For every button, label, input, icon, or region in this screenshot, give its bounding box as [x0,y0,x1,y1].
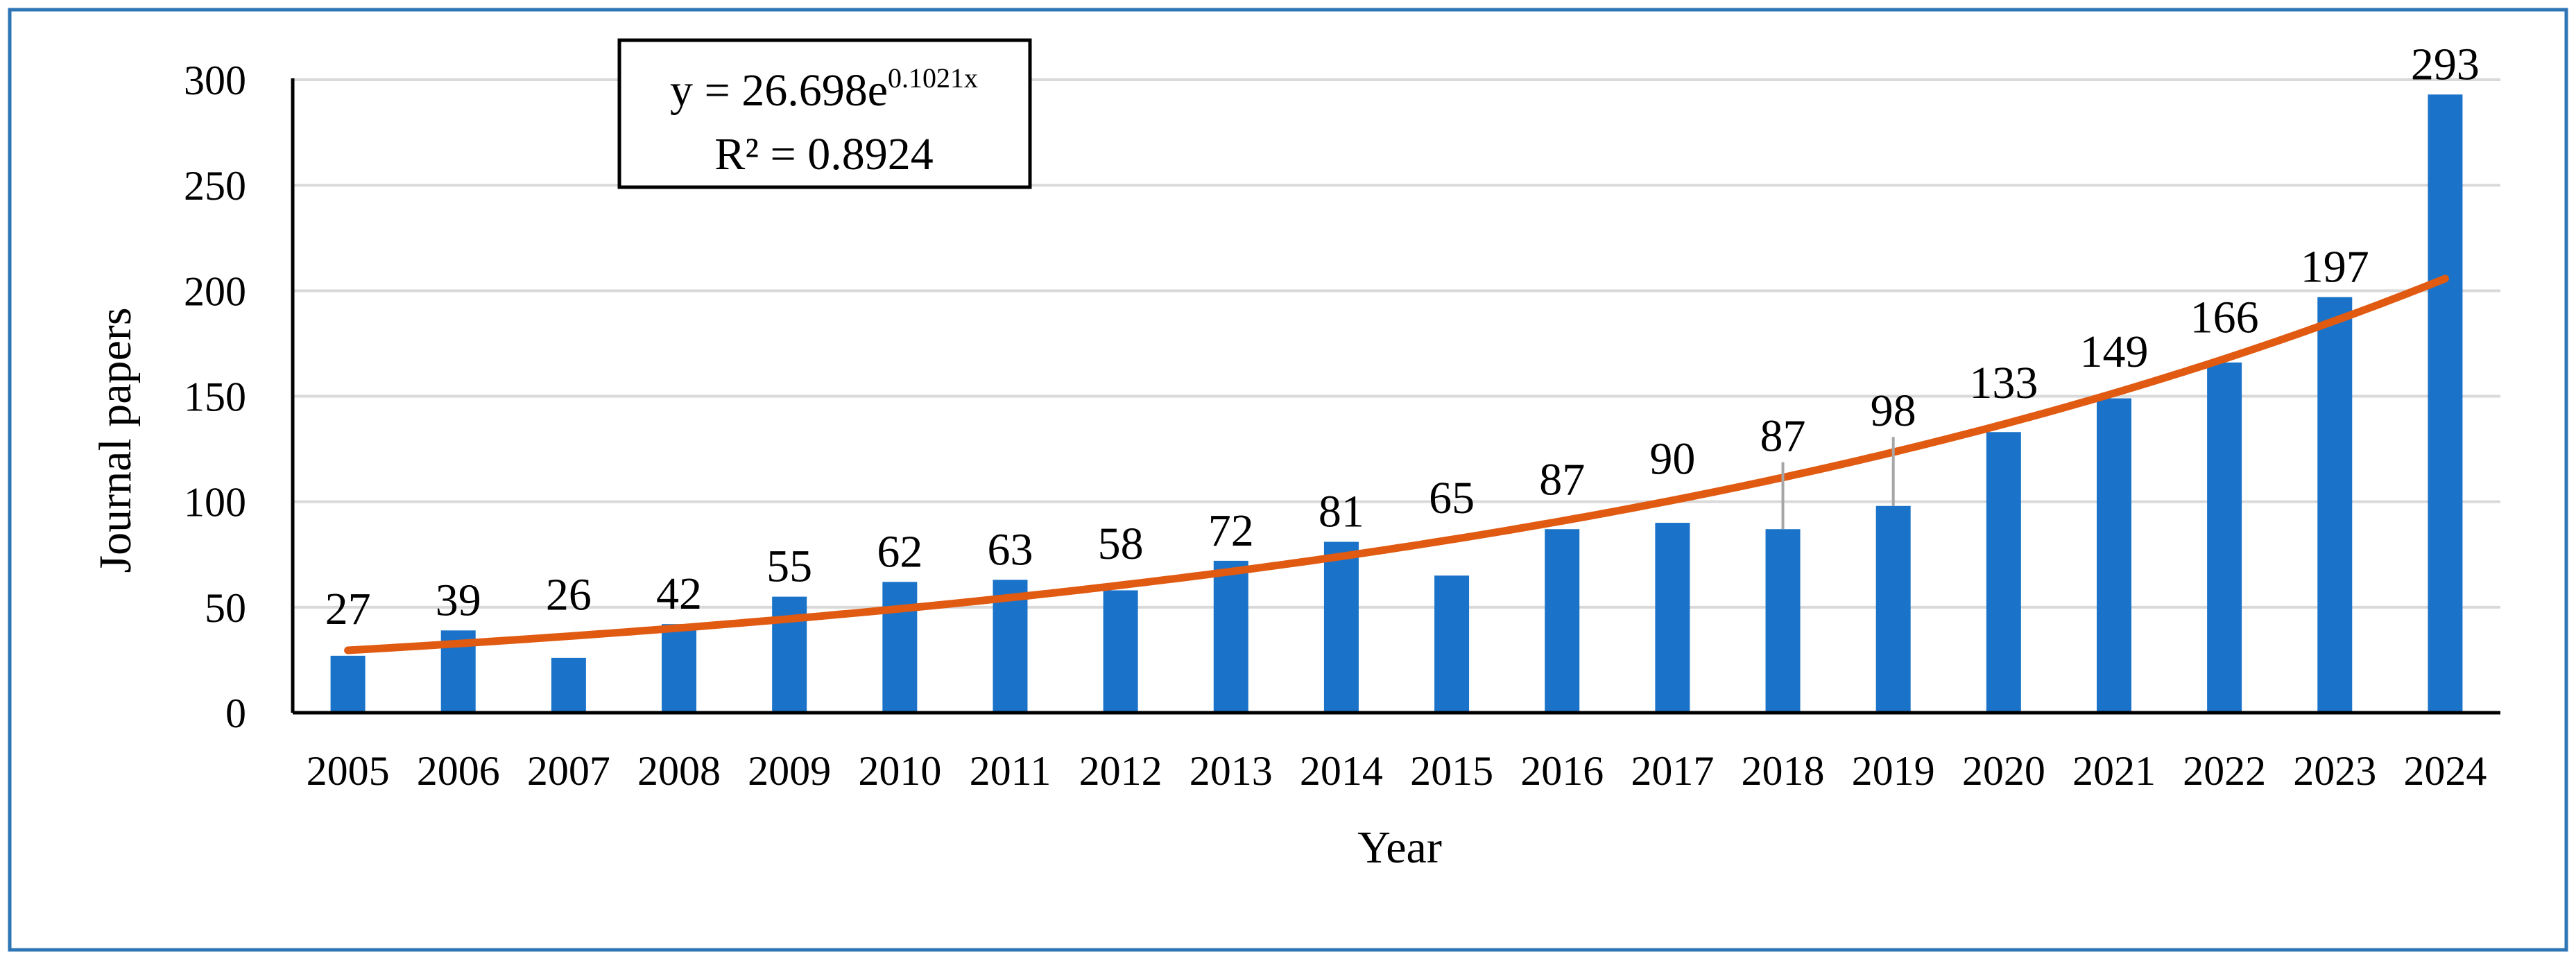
x-tick-label-2020: 2020 [1962,748,2045,794]
x-tick-label-2014: 2014 [1300,748,1383,794]
x-tick-label-2008: 2008 [637,748,721,794]
data-label-2005: 27 [325,584,371,634]
data-label-2013: 72 [1208,505,1254,556]
data-label-2015: 65 [1429,473,1475,523]
data-label-2018: 87 [1760,411,1806,462]
equation-box: y = 26.698e0.1021x R² = 0.8924 [617,38,1032,189]
x-tick-label-2016: 2016 [1520,748,1604,794]
data-label-2009: 55 [766,541,812,592]
data-label-2019: 98 [1871,385,1916,436]
equation-exponent: 0.1021x [888,62,978,94]
data-label-2007: 26 [546,570,592,621]
bar-2023 [2317,297,2353,713]
bar-2021 [2096,398,2131,713]
data-label-2023: 197 [2301,241,2369,292]
bar-2005 [330,655,366,713]
y-tick-label-0: 0 [225,691,246,736]
data-label-2014: 81 [1319,486,1364,537]
x-tick-label-2012: 2012 [1079,748,1162,794]
equation-text: y = 26.698e0.1021x [670,62,978,116]
bar-2022 [2207,362,2242,713]
y-tick-label-150: 150 [184,374,246,420]
data-label-2017: 90 [1649,434,1695,485]
x-tick-label-2011: 2011 [970,748,1051,794]
bar-2012 [1103,590,1138,713]
x-tick-label-2018: 2018 [1742,748,1825,794]
bar-2016 [1545,529,1580,713]
bar-2019 [1875,505,1911,713]
x-tick-label-2005: 2005 [307,748,390,794]
x-tick-label-2015: 2015 [1410,748,1493,794]
y-tick-labels: 0 50 100 150 200 250 300 [184,58,246,736]
x-tick-label-2024: 2024 [2403,748,2487,794]
y-tick-label-200: 200 [184,268,246,314]
x-tick-label-2007: 2007 [527,748,610,794]
data-label-2024: 293 [2411,39,2480,89]
x-tick-label-2009: 2009 [748,748,831,794]
bar-2007 [551,657,586,713]
bar-2008 [662,624,697,713]
x-tick-label-2023: 2023 [2293,748,2376,794]
y-axis-title: Journal papers [90,307,141,573]
data-label-2020: 133 [1969,358,2038,408]
y-tick-label-250: 250 [184,163,246,209]
bar-2010 [882,582,918,713]
bar-2024 [2428,94,2463,713]
x-tick-labels: 2005 2006 2007 2008 2009 2010 2011 2012 2013 2014… [307,748,2487,794]
y-tick-label-300: 300 [184,58,246,103]
trendline-curve [344,275,2449,654]
r-squared-text: R² = 0.8924 [714,129,934,180]
x-tick-label-2010: 2010 [858,748,941,794]
data-label-2016: 87 [1539,454,1585,505]
y-tick-label-50: 50 [205,585,246,631]
axes [291,78,2500,715]
x-tick-label-2017: 2017 [1631,748,1714,794]
x-tick-label-2006: 2006 [417,748,500,794]
x-tick-label-2019: 2019 [1852,748,1935,794]
data-label-2006: 39 [436,575,481,625]
bar-2020 [1986,432,2021,713]
equation-base: y = 26.698e [670,65,888,116]
y-tick-label-100: 100 [184,480,246,526]
outer-border [8,8,2568,952]
bar-2015 [1434,575,1470,713]
data-label-2012: 58 [1098,519,1144,569]
bar-2017 [1655,523,1690,713]
x-axis-title: Year [1357,822,1442,873]
data-label-2011: 63 [987,524,1033,575]
data-label-2008: 42 [656,569,702,619]
data-label-2021: 149 [2079,327,2148,377]
data-labels: 27 39 26 42 55 62 63 58 72 81 65 87 90 87 98 133 149 166 1… [325,39,2480,634]
bar-2018 [1765,529,1801,713]
x-tick-label-2022: 2022 [2183,748,2266,794]
equation-box-border [617,38,1032,189]
x-tick-label-2021: 2021 [2072,748,2156,794]
data-label-2010: 62 [877,526,922,577]
x-tick-label-2013: 2013 [1190,748,1273,794]
data-label-2022: 166 [2190,293,2259,343]
bar-2014 [1323,541,1359,713]
bar-2013 [1213,560,1248,713]
trendline [344,275,2449,654]
